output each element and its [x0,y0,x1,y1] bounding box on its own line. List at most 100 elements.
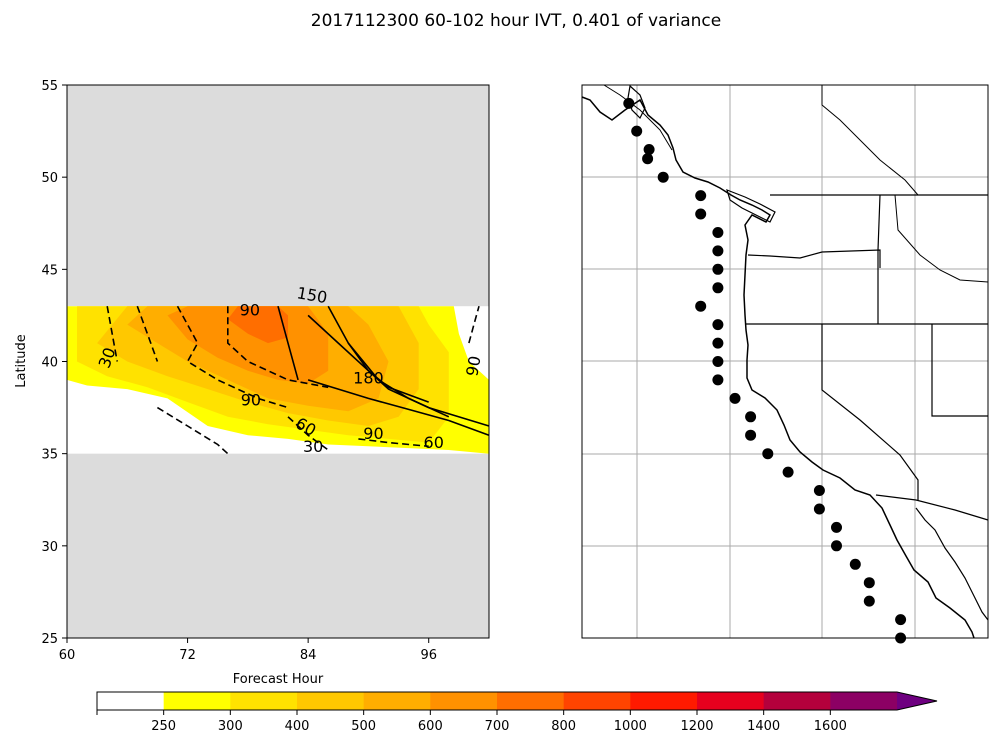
colorbar-segment-9 [697,692,765,710]
station-point-14 [712,356,724,367]
canada-bc-ab-border [821,85,919,196]
contour-label-7: 60 [424,433,444,452]
contour-150-8 [307,379,490,436]
station-point-6 [695,208,707,220]
y-axis-ticks: 25 30 35 40 45 50 55 [41,79,67,647]
contour-label-5: 30 [303,437,323,456]
station-point-4 [657,171,669,183]
nv-ut-border [931,324,988,417]
colorbar-label-700: 700 [485,719,510,734]
colorbar-extend-arrow [897,692,937,710]
station-point-27 [863,595,875,607]
colorbar-segment-7 [563,692,631,710]
station-point-17 [745,411,757,423]
station-point-18 [745,429,757,441]
x-axis-label: Forecast Hour [233,672,324,687]
x-tick-label-72: 72 [179,648,196,663]
colorbar-segment-2 [230,692,298,710]
station-point-5 [695,190,707,202]
contour-30-0 [106,306,118,362]
mainland-mexico-coast [915,507,989,621]
alaska-border [603,84,673,151]
y-tick-label-50: 50 [41,171,58,186]
colorbar-label-1000: 1000 [614,719,647,734]
station-point-8 [712,245,724,257]
y-tick-label-55: 55 [41,79,58,94]
colorbar-label-500: 500 [351,719,376,734]
missing-data-layer [67,85,489,638]
contour-lines [106,305,490,455]
station-point-28 [895,614,907,626]
station-point-3 [642,153,654,165]
y-tick-label-25: 25 [41,632,58,647]
station-point-24 [831,540,842,552]
x-tick-label-84: 84 [300,648,317,663]
contour-60-2 [136,305,159,362]
colorbar-label-250: 250 [151,719,176,734]
chart-title: 2017112300 60-102 hour IVT, 0.401 of var… [311,11,721,31]
map-panel [581,84,989,644]
contour-label-6: 90 [363,424,383,443]
missing-region-south [67,453,489,638]
map-frame [581,84,989,639]
station-point-16 [729,392,741,404]
station-point-13 [712,337,724,349]
fill-band-700 [227,306,288,344]
contour-label-3: 90 [241,391,261,410]
station-point-21 [813,485,825,496]
station-point-0 [623,97,635,109]
ca-nv-border [821,324,919,500]
contour-30-1 [156,406,229,455]
fill-band-600 [167,306,329,384]
colorbar-segment-5 [430,692,498,710]
missing-region-north [67,85,489,307]
map-coastlines-borders [581,84,989,639]
colorbar-segment-8 [630,692,698,710]
station-point-10 [712,282,724,294]
station-point-1 [631,125,643,137]
station-point-7 [712,227,724,238]
station-point-26 [863,577,875,589]
contour-120-6 [227,306,329,389]
colorbar-segment-11 [830,692,898,710]
contour-label-8: 180 [353,369,384,388]
station-point-19 [762,448,774,460]
filled-contours [67,306,489,454]
station-point-9 [712,263,724,275]
colorbar-segment-0 [97,692,165,710]
colorbar-outline [96,691,938,711]
contour-90-4 [176,305,289,409]
station-point-25 [849,558,861,570]
station-point-11 [695,300,707,312]
y-tick-label-35: 35 [41,448,58,463]
colorbar-label-1400: 1400 [747,719,780,734]
colorbar-label-800: 800 [551,719,576,734]
colorbar-label-400: 400 [285,719,310,734]
colorbar-segment-3 [297,692,365,710]
station-point-15 [712,374,724,386]
colorbar-label-600: 600 [418,719,443,734]
contour-150-7 [277,305,299,381]
station-point-12 [712,319,724,331]
x-axis-ticks: 60 72 84 96 [59,638,437,663]
station-point-22 [813,503,825,515]
vancouver-island [726,188,776,223]
coastline [581,96,975,639]
y-tick-label-45: 45 [41,263,58,278]
contour-90-5 [358,438,429,448]
id-border [877,194,881,324]
station-point-23 [831,521,842,533]
colorbar-segment-6 [497,692,565,710]
station-points [623,97,907,644]
montana-border [894,194,989,283]
x-tick-label-60: 60 [59,648,76,663]
station-point-2 [643,144,655,155]
us-mexico-border [875,494,989,521]
contour-60-3 [287,416,329,451]
contour-240-11 [347,342,429,403]
colorbar-segment-1 [163,692,231,710]
x-tick-label-96: 96 [420,648,437,663]
colorbar-segment-10 [763,692,831,710]
